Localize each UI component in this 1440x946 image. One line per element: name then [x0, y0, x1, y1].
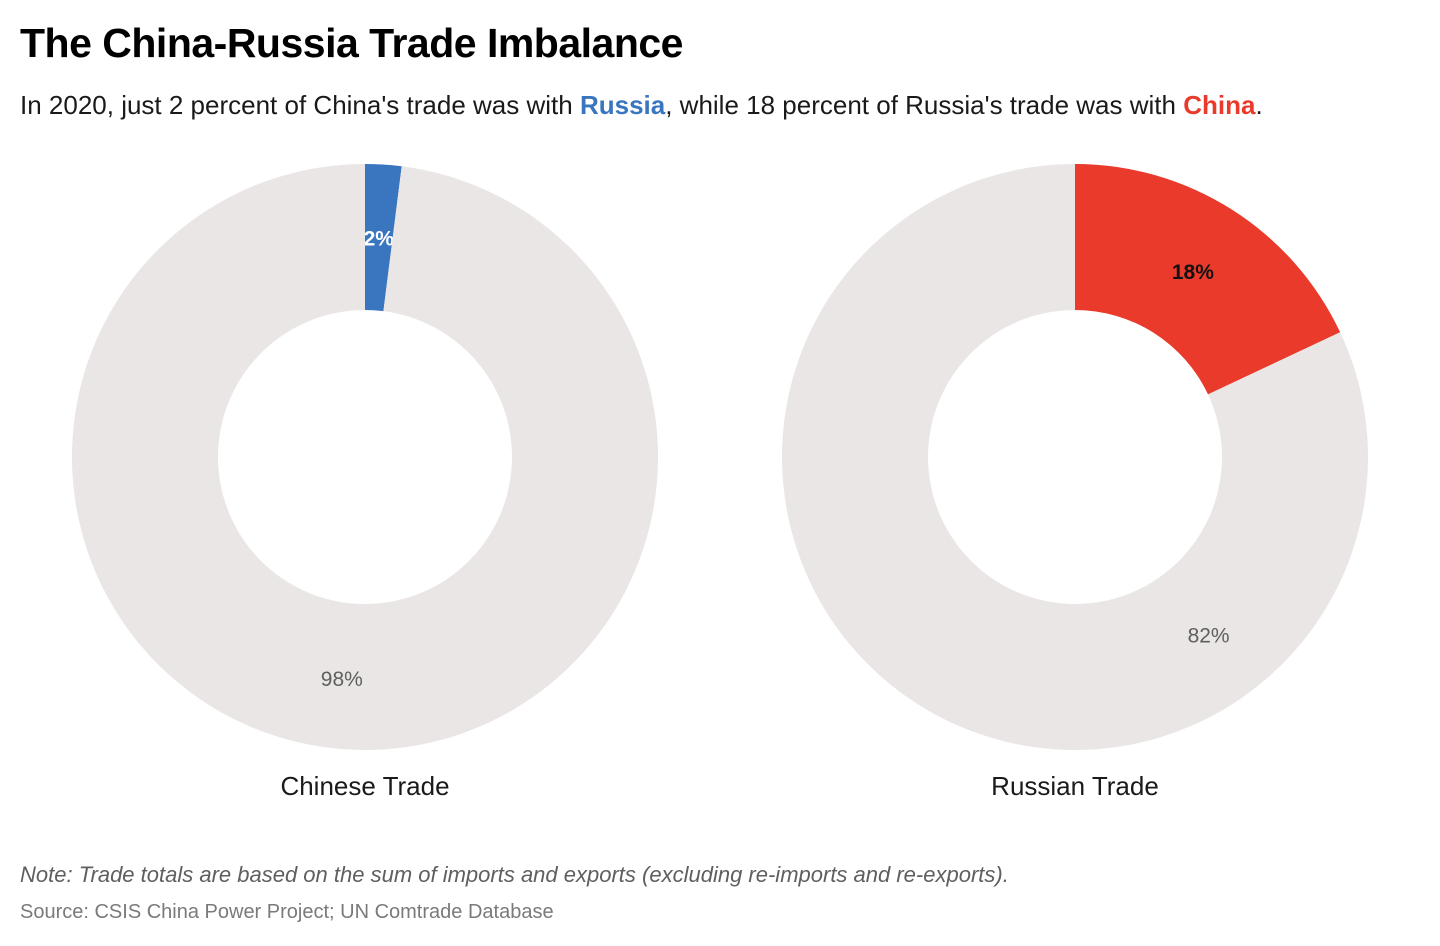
subtitle-highlight-russia: Russia	[579, 90, 666, 120]
donut-slice	[1075, 164, 1341, 395]
slice-label: 82%	[1188, 624, 1230, 647]
chart-source: Source: CSIS China Power Project; UN Com…	[20, 901, 554, 923]
subtitle-highlight-china: China	[1183, 90, 1256, 120]
donut-slice	[72, 164, 659, 750]
chart-note: Note: Trade totals are based on the sum …	[20, 862, 1009, 887]
donut-slice	[365, 164, 402, 312]
donut-slice	[781, 164, 1368, 750]
chart-subtitle: In 2020, just 2 percent of China's trade…	[20, 90, 1263, 121]
slice-label: 2%	[364, 227, 395, 250]
chart-title: The China-Russia Trade Imbalance	[20, 20, 683, 66]
slice-label: 98%	[321, 668, 363, 691]
subtitle-text-2: , while 18 percent of Russia's trade was…	[665, 90, 1184, 120]
donut-chart-title: Chinese Trade	[280, 771, 449, 801]
slice-label: 18%	[1172, 261, 1214, 284]
donut-chart-1: 2% 98% Chinese Trade	[72, 164, 659, 801]
subtitle-text-1: In 2020, just 2 percent of China's trade…	[20, 90, 580, 120]
subtitle-text-3: .	[1255, 90, 1263, 120]
donut-chart-2: 18% 82% Russian Trade	[781, 164, 1368, 801]
donut-chart-title: Russian Trade	[991, 771, 1159, 801]
